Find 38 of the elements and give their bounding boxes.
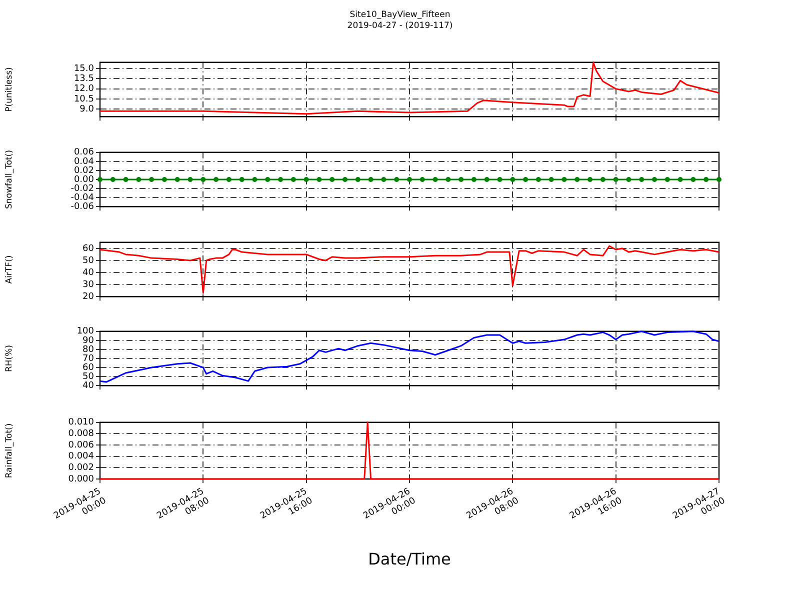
y-tick-label: 15.0 [74, 64, 94, 74]
y-tick-label: -0.06 [70, 202, 94, 212]
y-tick-label: 9.0 [80, 104, 94, 114]
y-tick-label: 0.010 [68, 418, 94, 428]
y-axis-title: RH(%) [4, 344, 14, 372]
y-tick-label: 0.04 [74, 156, 94, 167]
y-tick-label: 0.00 [74, 174, 94, 185]
y-tick-label: 20 [82, 292, 94, 302]
y-tick-label: 50 [82, 256, 94, 266]
y-axis-title: Rainfall_Tot() [4, 423, 14, 478]
y-tick-label: 0.006 [68, 440, 94, 450]
y-tick-label: -0.02 [70, 184, 94, 194]
y-tick-label: 0.02 [74, 166, 94, 176]
y-axis-title: P(unitless) [4, 67, 14, 112]
x-axis-title: Date/Time [368, 550, 451, 569]
y-tick-label: 0.000 [68, 474, 94, 484]
y-tick-label: 40 [82, 268, 94, 278]
y-tick-label: 10.5 [74, 94, 94, 104]
chart-subtitle: 2019-04-27 - (2019-117) [346, 21, 454, 32]
y-axis-title: Snowfall_Tot() [4, 150, 14, 210]
chart-title: Site10_BayView_Fifteen [348, 10, 452, 21]
y-tick-label: 60 [82, 244, 94, 254]
y-tick-label: 0.06 [74, 148, 94, 158]
y-tick-label: 0.002 [68, 463, 94, 474]
y-tick-label: 40 [82, 380, 94, 391]
y-tick-label: 60 [82, 362, 94, 373]
y-tick-label: -0.04 [70, 192, 94, 203]
y-tick-label: 30 [82, 280, 94, 290]
y-tick-label: 0.008 [68, 429, 94, 440]
y-tick-label: 90 [82, 336, 94, 346]
y-tick-label: 13.5 [74, 74, 94, 84]
y-tick-label: 80 [82, 344, 94, 355]
y-tick-label: 0.004 [68, 452, 94, 462]
y-tick-label: 70 [82, 354, 94, 364]
y-tick-label: 100 [76, 326, 94, 337]
y-tick-label: 12.0 [74, 84, 94, 94]
y-tick-label: 50 [82, 372, 94, 382]
y-axis-title: AirTF() [4, 255, 14, 284]
